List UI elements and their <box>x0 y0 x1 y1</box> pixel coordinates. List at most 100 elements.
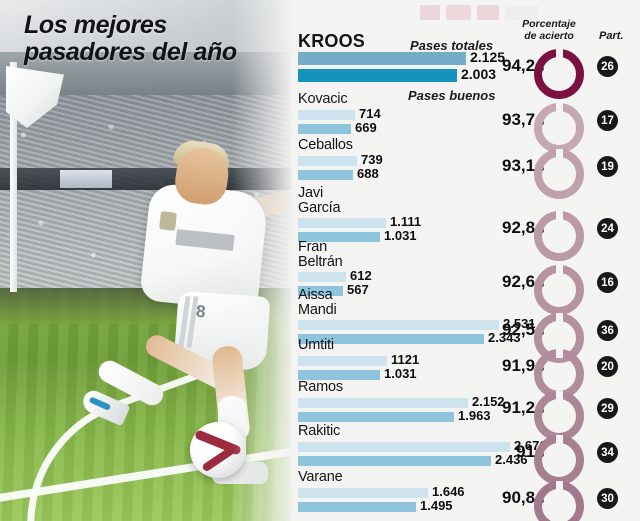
accuracy-percentage-value: 93,1 <box>502 156 536 175</box>
accuracy-ring-icon <box>534 211 584 261</box>
bar-total-passes <box>298 398 468 408</box>
bar-good-passes <box>298 286 343 296</box>
ring-notch <box>555 435 563 444</box>
logo-mark-4 <box>504 4 538 20</box>
value-total-passes: 2.152 <box>472 394 505 409</box>
player-name-line: Varane <box>298 469 343 485</box>
bar-good-passes <box>298 334 484 344</box>
player-name: Fran Beltrán <box>298 240 343 270</box>
value-total-passes: 1.111 <box>390 214 422 229</box>
value-good-passes: 1.495 <box>420 498 453 513</box>
page-title: Los mejores pasadores del año <box>24 12 237 66</box>
player-name-line: Beltrán <box>298 254 343 270</box>
player-name-line: Fran <box>298 239 328 255</box>
accuracy-ring-icon <box>534 149 584 199</box>
participation-badge: 20 <box>597 356 618 377</box>
bar-good-passes <box>298 170 353 180</box>
accuracy-ring-icon <box>534 435 584 485</box>
bar-good-passes <box>298 370 380 380</box>
accuracy-percentage-value: 92,8 <box>502 218 536 237</box>
title-line-1: Los mejores <box>24 11 167 39</box>
logo-mark-3 <box>477 4 499 20</box>
chart-area: Porcentaje de acierto Part. Pases totale… <box>292 0 640 521</box>
value-total-passes: 739 <box>361 152 383 167</box>
participation-badge: 29 <box>597 398 618 419</box>
bar-good-passes <box>298 502 416 512</box>
player-name: Javi García <box>298 185 341 216</box>
accuracy-ring-icon <box>534 481 584 521</box>
title-line-2: pasadores del año <box>24 38 237 66</box>
bar-total-passes <box>298 156 357 166</box>
bar-good-passes <box>298 124 351 134</box>
player-name-line: KROOS <box>298 31 366 51</box>
player-name: Ramos <box>298 380 343 395</box>
player-name: Ceballos <box>298 138 353 153</box>
player-name-line: Mandi <box>298 302 337 318</box>
value-good-passes: 2.343 <box>488 330 521 345</box>
value-total-passes: 1.646 <box>432 484 465 499</box>
percent-header-line-1: Porcentaje <box>522 18 576 30</box>
ring-notch <box>555 481 563 490</box>
board-light <box>60 170 112 188</box>
legend-total-passes: Pases totales <box>410 38 494 53</box>
accuracy-ring-icon <box>534 49 584 99</box>
bar-total-passes <box>298 110 355 120</box>
ring-notch <box>555 49 563 58</box>
participation-badge: 19 <box>597 156 618 177</box>
participation-badge: 24 <box>597 218 618 239</box>
value-good-passes: 1.031 <box>384 228 417 243</box>
accuracy-percentage-value: 91,2 <box>502 398 536 417</box>
player-name: Umtiti <box>298 338 334 353</box>
participation-badge: 17 <box>597 110 618 131</box>
value-good-passes: 567 <box>347 282 369 297</box>
publisher-logos <box>420 2 538 22</box>
value-good-passes: 2.003 <box>461 66 497 82</box>
accuracy-percentage-value: 93,7 <box>502 110 536 129</box>
value-good-passes: 669 <box>355 120 377 135</box>
bar-total-passes <box>298 488 428 498</box>
player-name: Kovacic <box>298 91 348 107</box>
accuracy-percentage-value: 91 <box>516 442 536 461</box>
accuracy-percentage-value: 91,9 <box>502 356 536 375</box>
ring-notch <box>555 313 563 322</box>
participation-badge: 16 <box>597 272 618 293</box>
logo-mark-2 <box>445 4 472 20</box>
player-name-line: Rakitic <box>298 423 341 439</box>
accuracy-percentage-value: 92,5 <box>502 320 536 339</box>
player-name: Varane <box>298 469 343 485</box>
player-name-line: Umtiti <box>298 337 334 353</box>
player-photo: 8 <box>0 0 292 521</box>
player-name-line: Kovacic <box>298 91 348 107</box>
bar-good-passes <box>298 232 380 242</box>
value-good-passes: 2.436 <box>495 452 528 467</box>
player-name-line: Javi <box>298 185 323 201</box>
accuracy-percentage-value: 94,2 <box>502 56 536 75</box>
column-header-participation: Part. <box>599 30 624 42</box>
value-total-passes: 714 <box>359 106 381 121</box>
club-crest-icon <box>159 211 177 231</box>
accuracy-percentage-value: 92,6 <box>502 272 536 291</box>
ring-notch <box>555 391 563 400</box>
accuracy-ring-icon <box>534 103 584 153</box>
bar-total-passes <box>298 356 387 366</box>
player-name-line: Ceballos <box>298 137 353 153</box>
value-total-passes: 2.531 <box>503 316 536 331</box>
participation-badge: 36 <box>597 320 618 341</box>
bar-total-passes <box>298 218 386 228</box>
ring-notch <box>555 149 563 158</box>
value-good-passes: 1.031 <box>384 366 417 381</box>
value-total-passes: 612 <box>350 268 372 283</box>
bar-good-passes <box>298 412 454 422</box>
percent-header-line-2: de acierto <box>524 30 574 42</box>
value-total-passes: 1121 <box>391 352 420 367</box>
participation-badge: 34 <box>597 442 618 463</box>
ring-notch <box>555 103 563 112</box>
accuracy-ring-icon <box>534 391 584 441</box>
value-good-passes: 688 <box>357 166 379 181</box>
bar-total-passes <box>298 52 466 65</box>
bar-total-passes <box>298 442 510 452</box>
legend-good-passes: Pases buenos <box>408 88 496 103</box>
ring-notch <box>555 265 563 274</box>
shirt-number: 8 <box>195 301 207 322</box>
value-total-passes: 2.125 <box>470 49 506 65</box>
